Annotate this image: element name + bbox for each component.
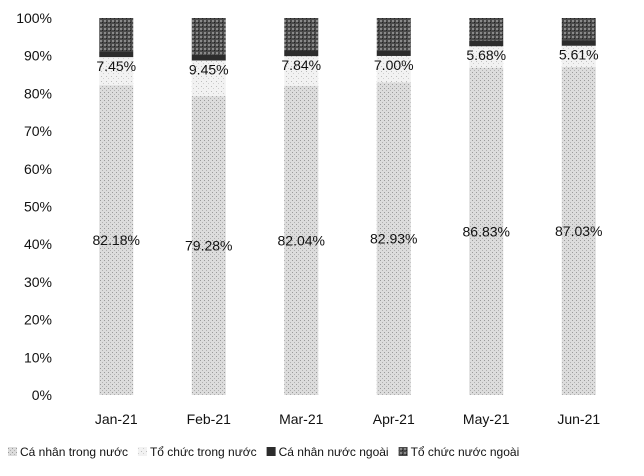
data-label: 82.04% — [278, 232, 325, 248]
y-tick-label: 10% — [24, 349, 52, 365]
data-label: 5.68% — [466, 47, 506, 63]
bar-segment — [99, 85, 134, 395]
bar-segment — [284, 85, 319, 395]
bar-segment — [284, 56, 319, 86]
bar-segment — [99, 51, 134, 58]
legend-swatch — [398, 447, 408, 456]
y-tick-label: 30% — [24, 274, 52, 290]
data-label: 86.83% — [463, 223, 510, 239]
legend-label: Cá nhân trong nước — [20, 445, 128, 459]
bar-segment — [99, 57, 134, 86]
bar-segment — [191, 60, 226, 97]
bar-segment — [469, 18, 504, 41]
y-tick-label: 20% — [24, 312, 52, 328]
data-label: 79.28% — [185, 238, 232, 254]
legend-swatch — [266, 447, 276, 456]
x-tick-label: Mar-21 — [279, 411, 324, 427]
y-tick-label: 100% — [16, 10, 52, 26]
x-tick-label: May-21 — [463, 411, 510, 427]
y-tick-label: 90% — [24, 48, 52, 64]
legend-label: Cá nhân nước ngoài — [279, 445, 389, 459]
bar-segment — [284, 50, 319, 57]
data-label: 82.93% — [370, 231, 417, 247]
y-tick-label: 0% — [32, 387, 52, 403]
y-tick-label: 70% — [24, 123, 52, 139]
y-axis: 0% 10% 20% 30% 40% 50% 60% 70% 80% 90% 100% — [16, 10, 52, 403]
bar-segment — [561, 45, 596, 67]
y-tick-label: 40% — [24, 236, 52, 252]
data-label: 7.00% — [374, 57, 414, 73]
x-tick-label: Jan-21 — [95, 411, 138, 427]
bar-segment — [191, 54, 226, 61]
legend-swatch — [8, 447, 17, 456]
data-label: 87.03% — [555, 223, 602, 239]
data-label: 9.45% — [189, 61, 229, 77]
bar-segment — [191, 18, 226, 55]
data-label: 82.18% — [93, 232, 140, 248]
bar-segment — [561, 40, 596, 46]
bar-segment — [376, 82, 411, 396]
bar-segment — [284, 18, 319, 51]
bar-segment — [469, 40, 504, 47]
bar-segment — [561, 66, 596, 395]
data-label: 5.61% — [559, 47, 599, 63]
bar-segment — [376, 55, 411, 83]
y-tick-label: 80% — [24, 85, 52, 101]
legend-label: Tổ chức trong nước — [150, 445, 257, 459]
bars: 82.18% 7.45% 79.28% 9.45% 82.04% 7.84% 82.93% 7… — [93, 18, 602, 396]
bar-segment — [469, 67, 504, 395]
y-tick-label: 60% — [24, 161, 52, 177]
bar-segment — [561, 18, 596, 41]
x-tick-label: Feb-21 — [187, 411, 232, 427]
y-tick-label: 50% — [24, 199, 52, 215]
bar-segment — [191, 96, 226, 395]
x-axis: Jan-21 Feb-21 Mar-21 Apr-21 May-21 Jun-21 — [95, 411, 601, 427]
x-tick-label: Jun-21 — [557, 411, 600, 427]
legend: Cá nhân trong nước Tổ chức trong nước Cá n… — [8, 445, 519, 459]
bar-segment — [376, 18, 411, 51]
bar-segment — [376, 50, 411, 56]
data-label: 7.45% — [96, 58, 136, 74]
legend-swatch — [137, 447, 147, 456]
legend-label: Tổ chức nước ngoài — [411, 445, 520, 459]
x-tick-label: Apr-21 — [373, 411, 415, 427]
data-label: 7.84% — [281, 57, 321, 73]
bar-segment — [469, 46, 504, 68]
bar-segment — [99, 18, 134, 52]
